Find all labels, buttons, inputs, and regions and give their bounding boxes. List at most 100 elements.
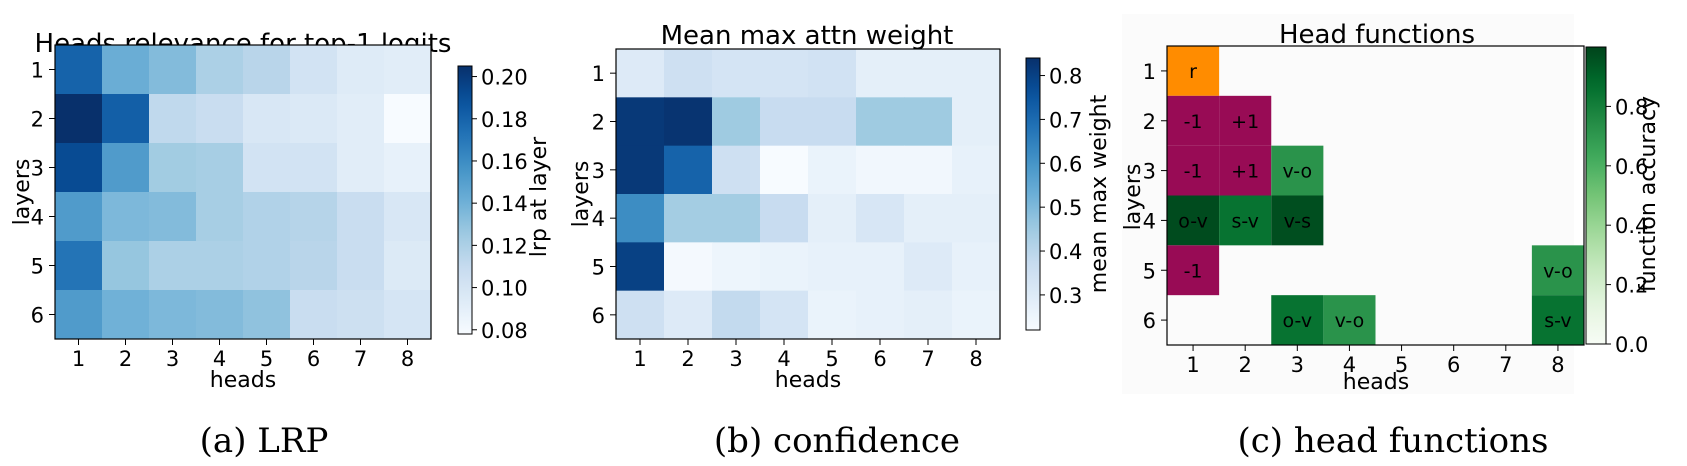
heatmap-lrp [55, 45, 432, 340]
heatmap-cell [196, 45, 244, 95]
heatmap-cell [808, 49, 857, 98]
heatmap-cell [384, 94, 432, 144]
x-tick-label: 4 [777, 347, 790, 371]
function-cell-label: v-s [1284, 210, 1312, 232]
y-tick-label: 1 [31, 59, 44, 83]
panel-confidence: Mean max attn weight 1 2 3 4 5 6 7 8 1 2 3 4 5 6 hea… [569, 21, 1112, 461]
function-cell-label: v-o [1335, 310, 1365, 332]
heatmap-cell [712, 49, 761, 98]
colorbar-tick-label: 0.8 [1615, 95, 1648, 119]
function-cell [1167, 245, 1220, 296]
heatmap-cell [616, 97, 665, 147]
heatmap-cell [952, 242, 1001, 292]
heatmap-cell [196, 241, 244, 291]
y-tick-label: 4 [1143, 209, 1156, 233]
heatmap-cell [616, 242, 665, 292]
function-cell [1167, 195, 1220, 246]
x-tick-label: 6 [1447, 353, 1460, 377]
colorbar-confidence: 0.3 0.4 0.5 0.6 0.7 0.8 [1025, 57, 1082, 331]
colorbar-tick-label: 0.4 [1049, 240, 1082, 264]
colorbar-tick-label: 0.10 [481, 277, 528, 301]
x-tick-label: 8 [1551, 353, 1564, 377]
heatmap-cell [664, 242, 713, 292]
colorbar-lrp: 0.08 0.10 0.12 0.14 0.16 0.18 0.20 [457, 65, 528, 343]
heatmap-cell [952, 145, 1001, 195]
heatmap-cell [808, 194, 857, 243]
function-cell [1531, 295, 1584, 345]
function-cell-label: o-v [1283, 310, 1313, 332]
heatmap-cell [712, 97, 761, 147]
function-cell [1531, 245, 1584, 296]
x-tick-label: 2 [119, 347, 132, 371]
colorbar-label-confidence: mean max weight [1087, 94, 1112, 293]
colorbar-tick-label: 0.20 [481, 66, 528, 90]
heatmap-cell [55, 290, 103, 340]
function-cell [1219, 195, 1272, 246]
heatmap-cell [904, 97, 953, 147]
x-tick-label: 5 [260, 347, 273, 371]
x-tick-label: 7 [921, 347, 934, 371]
heatmap-cell [102, 290, 150, 340]
y-ticks-head-functions: 1 2 3 4 5 6 [1143, 60, 1167, 333]
heatmap-cell [243, 45, 291, 95]
colorbar-tick-label: 0.8 [1049, 65, 1082, 89]
x-tick-label: 4 [1343, 353, 1356, 377]
function-cell [1271, 195, 1324, 246]
function-cell-label: o-v [1178, 210, 1208, 232]
function-cell-label: -1 [1184, 260, 1203, 282]
x-tick-label: 7 [1499, 353, 1512, 377]
colorbar-tick-label: 0.5 [1049, 196, 1082, 220]
y-tick-label: 2 [31, 108, 44, 132]
x-tick-label: 1 [1186, 353, 1199, 377]
function-cell [1167, 145, 1220, 196]
y-ticks-confidence: 1 2 3 4 5 6 [592, 62, 616, 328]
function-cell-label: +1 [1231, 161, 1259, 183]
x-tick-label: 5 [825, 347, 838, 371]
heatmap-cell [856, 49, 905, 98]
xlabel-lrp: heads [210, 368, 276, 393]
heatmap-cell [196, 192, 244, 242]
heatmap-cell [856, 194, 905, 243]
title-confidence: Mean max attn weight [661, 21, 954, 51]
function-cell [1219, 145, 1272, 196]
ylabel-lrp: layers [10, 159, 35, 226]
heatmap-cell [196, 290, 244, 340]
x-tick-label: 3 [1291, 353, 1304, 377]
caption-head-functions: (c) head functions [1237, 421, 1548, 461]
heatmap-cell [102, 143, 150, 193]
heatmap-cell [904, 145, 953, 195]
colorbar-head-functions: 0.0 0.2 0.4 0.6 0.8 [1585, 46, 1648, 357]
heatmap-cell [290, 94, 338, 144]
function-cell [1167, 95, 1220, 146]
x-tick-label: 7 [354, 347, 367, 371]
function-cell-label: v-o [1283, 161, 1313, 183]
colorbar-tick-label: 0.0 [1615, 333, 1648, 357]
heatmap-cell [384, 143, 432, 193]
heatmap-cell [55, 45, 103, 95]
heatmap-cell [196, 94, 244, 144]
heatmap-cell [149, 94, 197, 144]
colorbar-tick-label: 0.12 [481, 234, 528, 258]
x-tick-label: 8 [401, 347, 414, 371]
x-tick-label: 8 [969, 347, 982, 371]
colorbar-tick-label: 0.6 [1049, 152, 1082, 176]
colorbar-tick-label: 0.08 [481, 319, 528, 343]
heatmap-head-functions: r -1 +1 -1 +1 v-o o-v s-v v-s -1 v-o o-v v-o s-v [1167, 46, 1584, 345]
heatmap-cell [290, 143, 338, 193]
colorbar-tick-label: 0.3 [1049, 284, 1082, 308]
colorbar-gradient [1025, 57, 1041, 331]
function-cell-label: r [1189, 61, 1197, 83]
ylabel-head-functions: layers [1121, 164, 1146, 231]
function-cell [1323, 295, 1376, 345]
x-tick-label: 6 [307, 347, 320, 371]
y-tick-label: 3 [592, 159, 605, 183]
heatmap-cell [55, 192, 103, 242]
colorbar-tick-label: 0.6 [1615, 155, 1648, 179]
function-cell [1167, 46, 1220, 96]
heatmap-cell [149, 192, 197, 242]
heatmap-cell [760, 145, 809, 195]
heatmap-cell [384, 45, 432, 95]
heatmap-cell [664, 194, 713, 243]
